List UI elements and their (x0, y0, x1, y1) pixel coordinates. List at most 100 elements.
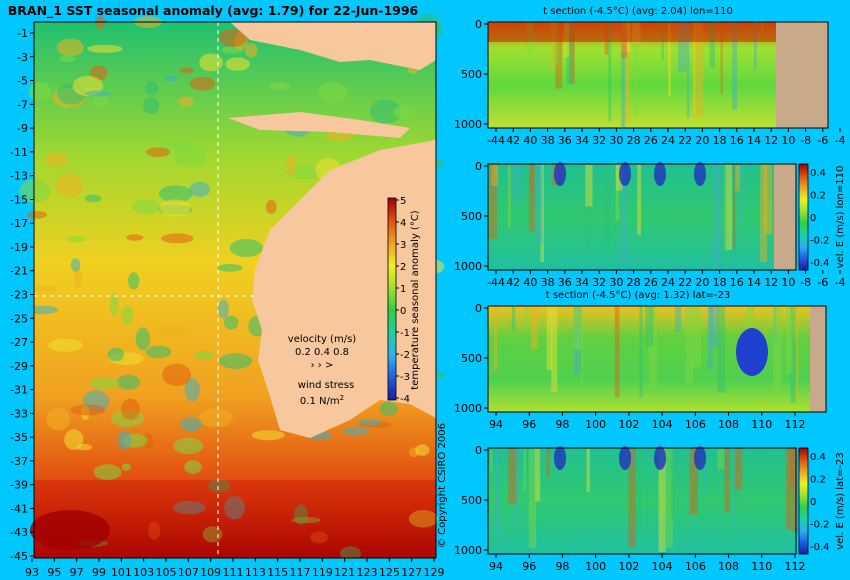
sst-eddy (245, 42, 258, 58)
sst-eddy (218, 353, 253, 369)
map-colorbar-ticks: 5 4 3 2 1 0 -1 -2 -3 -4 (396, 196, 410, 405)
velocity-legend: velocity (m/s) 0.2 0.4 0.8 › › > wind st… (288, 334, 356, 407)
sst-eddy (219, 28, 247, 47)
section-colorbar-tick-label: -0.2 (810, 520, 830, 531)
land-islands (228, 112, 410, 138)
sst-eddy (189, 76, 216, 91)
sst-eddy (217, 263, 243, 272)
map-x-tick-label: 95 (47, 566, 61, 579)
sst-eddy (85, 90, 112, 97)
sst-eddy (310, 531, 328, 544)
sst-eddy (184, 378, 200, 402)
section-stripe (790, 306, 796, 403)
main-title: BRAN_1 SST seasonal anomaly (avg: 1.79) … (8, 3, 419, 19)
section-y-tick-label: 500 (461, 210, 482, 223)
section-x-tick-label: 94 (489, 560, 503, 573)
section-stripe (720, 22, 723, 95)
section-stripe (734, 448, 743, 490)
section-stripe (724, 164, 732, 250)
section-stripe (513, 164, 521, 203)
section-stripe (528, 164, 535, 232)
sst-eddy (229, 239, 263, 257)
section-stripe (685, 306, 694, 383)
section-stripe (546, 306, 553, 371)
sst-eddy (30, 510, 110, 550)
section-colorbar-tick-label: 0.4 (810, 452, 826, 463)
sst-eddy (45, 151, 69, 168)
section-x-tick-label: 94 (489, 418, 503, 431)
section-stripe (786, 448, 792, 530)
sst-eddy (198, 408, 233, 428)
section-field (488, 448, 796, 554)
map-colorbar-tick-label: -3 (400, 372, 410, 383)
sst-eddy (179, 67, 195, 74)
section-x-tick-label: -4 (835, 276, 846, 289)
section-x-tick-label: 12 (764, 276, 778, 289)
section-x-tick-label: 14 (747, 134, 761, 147)
section-x-tick-label: 40 (523, 134, 537, 147)
sst-eddy (28, 81, 51, 102)
section-x-tick-label: 12 (764, 134, 778, 147)
map-colorbar-tick-label: 3 (400, 240, 406, 251)
map-colorbar-tick-label: 1 (400, 284, 406, 295)
sst-eddy (145, 345, 172, 359)
section-x-tick-label: 20 (695, 134, 709, 147)
section-stripe (528, 448, 537, 549)
section-stripe (734, 164, 742, 202)
section-x-tick-label: 16 (730, 134, 744, 147)
map-x-tick-label: 123 (357, 566, 378, 579)
sst-eddy (173, 500, 206, 515)
section-westward-jet (654, 162, 666, 186)
section-stripe (645, 306, 654, 347)
copyright-text: © Copyright CSIRO 2006 (437, 423, 448, 548)
section-x-tick-label: 32 (592, 134, 606, 147)
map-y-ticks: -1 -3 -5 -7 -9 -11 -13 -15 -17 -19 -21 -23 -25 -27 -29… (10, 27, 34, 563)
section-x-tick-label: 42 (506, 276, 520, 289)
sst-eddy (116, 374, 141, 390)
map-x-tick-label: 115 (267, 566, 288, 579)
section-stripe (580, 306, 583, 385)
map-x-tick-label: 113 (245, 566, 266, 579)
sst-eddy (158, 185, 193, 203)
section-stripe (732, 164, 736, 249)
section-stripe (604, 164, 611, 254)
map-y-tick-label: -1 (17, 27, 28, 40)
section-land (776, 22, 828, 128)
sst-eddy (93, 94, 109, 109)
sst-eddy (339, 546, 362, 561)
section-stripe (648, 306, 657, 388)
sst-eddy (93, 464, 122, 480)
map-y-tick-label: -15 (10, 193, 28, 206)
section-stripe (790, 448, 795, 486)
section-colorbar-tick-label: -0.4 (810, 542, 830, 553)
section-frame (487, 447, 797, 555)
sst-map (19, 12, 446, 561)
sst-eddy (318, 82, 348, 104)
sst-eddy (148, 521, 161, 540)
section-stripe (692, 448, 699, 500)
section-stripe (535, 164, 543, 244)
map-y-tick-label: -17 (10, 217, 28, 230)
sst-eddy (48, 338, 83, 352)
section-x-tick-label: 96 (522, 560, 536, 573)
section-westward-jet (694, 162, 706, 186)
map-y-tick-label: -19 (10, 241, 28, 254)
section-land (774, 164, 796, 270)
map-x-tick-label: 93 (25, 566, 39, 579)
section-x-tick-label: 20 (695, 276, 709, 289)
section-x-tick-label: 112 (785, 560, 806, 573)
sst-eddy (156, 324, 189, 341)
section-colorbar-tick-label: 0 (810, 213, 816, 224)
map-y-tick-label: -31 (10, 384, 28, 397)
sst-eddy (107, 347, 125, 362)
section-westward-jet (554, 162, 566, 186)
map-colorbar: 5 4 3 2 1 0 -1 -2 -3 -4 temperature seasonal anom… (387, 196, 421, 405)
map-y-tick-label: -13 (10, 170, 28, 183)
sst-eddy (285, 154, 297, 177)
section-stripe (546, 448, 551, 478)
sst-eddy (415, 444, 430, 456)
map-colorbar-tick-label: -1 (400, 328, 410, 339)
sst-eddy (117, 430, 132, 450)
section-land (810, 306, 826, 412)
land-indonesia (110, 22, 436, 70)
